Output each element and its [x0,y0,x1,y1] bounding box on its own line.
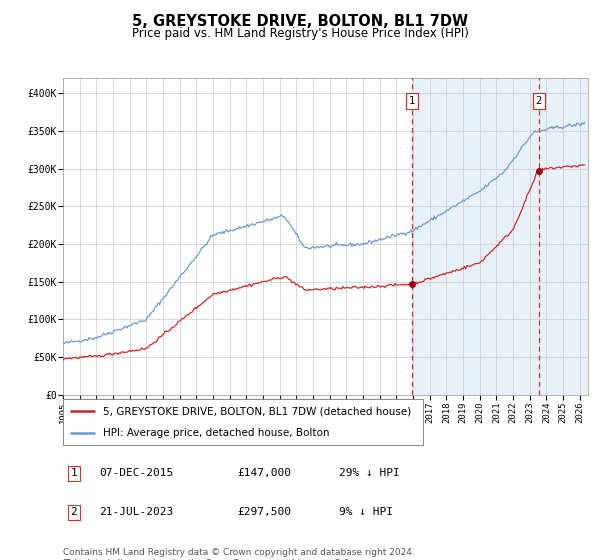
Text: 21-JUL-2023: 21-JUL-2023 [99,507,173,517]
Bar [412,78,539,395]
Text: 07-DEC-2015: 07-DEC-2015 [99,468,173,478]
Text: 5, GREYSTOKE DRIVE, BOLTON, BL1 7DW (detached house): 5, GREYSTOKE DRIVE, BOLTON, BL1 7DW (det… [103,406,411,416]
Text: 9% ↓ HPI: 9% ↓ HPI [339,507,393,517]
Text: 2: 2 [70,507,77,517]
Text: Contains HM Land Registry data © Crown copyright and database right 2024.
This d: Contains HM Land Registry data © Crown c… [63,548,415,560]
Text: 5, GREYSTOKE DRIVE, BOLTON, BL1 7DW: 5, GREYSTOKE DRIVE, BOLTON, BL1 7DW [132,14,468,29]
Text: £297,500: £297,500 [237,507,291,517]
Text: 2: 2 [536,96,542,106]
Text: 1: 1 [409,96,415,106]
Text: Price paid vs. HM Land Registry's House Price Index (HPI): Price paid vs. HM Land Registry's House … [131,27,469,40]
Text: 1: 1 [70,468,77,478]
Bar [539,78,600,395]
Text: HPI: Average price, detached house, Bolton: HPI: Average price, detached house, Bolt… [103,428,329,438]
Text: £147,000: £147,000 [237,468,291,478]
Text: 29% ↓ HPI: 29% ↓ HPI [339,468,400,478]
